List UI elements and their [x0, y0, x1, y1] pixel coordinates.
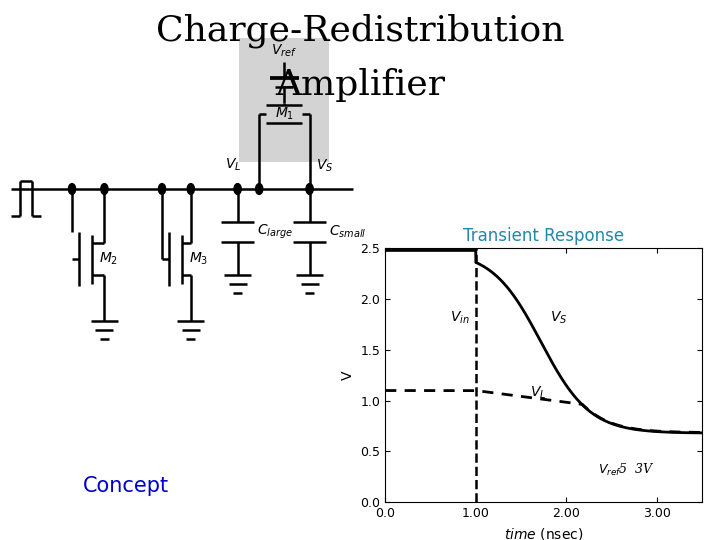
Text: Amplifier: Amplifier	[275, 68, 445, 102]
Text: $V_S$: $V_S$	[550, 309, 567, 326]
Text: $M_1$: $M_1$	[275, 106, 294, 122]
Text: $V_{ref}$5  3V: $V_{ref}$5 3V	[598, 462, 654, 478]
Text: Charge-Redistribution: Charge-Redistribution	[156, 14, 564, 48]
Y-axis label: V: V	[341, 370, 355, 380]
Text: $V_{in}$: $V_{in}$	[451, 309, 470, 326]
Circle shape	[158, 184, 166, 194]
Circle shape	[256, 184, 263, 194]
Text: $V_L$: $V_L$	[530, 384, 546, 401]
Circle shape	[306, 184, 313, 194]
Circle shape	[234, 184, 241, 194]
Text: $C_{large}$: $C_{large}$	[258, 223, 294, 241]
X-axis label: $\it{time}$ (nsec): $\it{time}$ (nsec)	[504, 525, 583, 540]
Text: $V_{ref}$: $V_{ref}$	[271, 43, 297, 59]
Title: Transient Response: Transient Response	[463, 227, 624, 246]
Circle shape	[101, 184, 108, 194]
Text: $M_3$: $M_3$	[189, 251, 208, 267]
Text: Concept: Concept	[83, 476, 169, 496]
Text: $V_S$: $V_S$	[316, 158, 333, 174]
Bar	[240, 38, 330, 162]
Circle shape	[187, 184, 194, 194]
Text: $M_2$: $M_2$	[99, 251, 118, 267]
Circle shape	[68, 184, 76, 194]
Text: $C_{small}$: $C_{small}$	[330, 224, 367, 240]
Text: $V_L$: $V_L$	[225, 157, 241, 173]
